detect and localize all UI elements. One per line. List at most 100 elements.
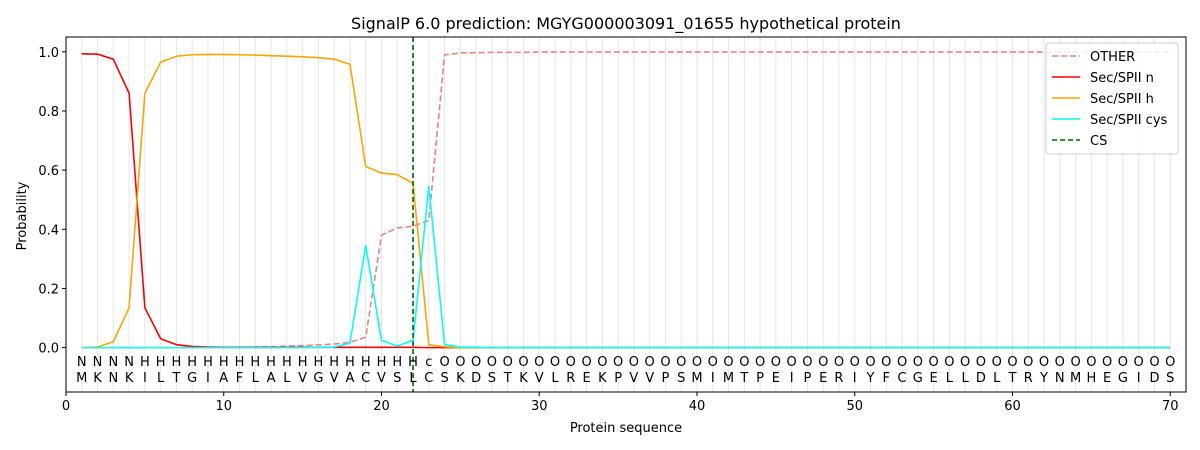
region-label: O (455, 355, 465, 370)
residue-label: K (456, 371, 465, 386)
region-label: H (172, 355, 182, 370)
region-label: O (976, 355, 986, 370)
region-label: H (235, 355, 245, 370)
residue-label: C (361, 371, 370, 386)
residue-label: L (157, 371, 165, 386)
residue-label: M (723, 371, 734, 386)
region-label: N (93, 355, 103, 370)
chart-title: SignalP 6.0 prediction: MGYG000003091_01… (351, 14, 901, 34)
residue-label: S (440, 371, 448, 386)
residue-label: I (790, 371, 794, 386)
region-label: H (298, 355, 308, 370)
region-label: O (1055, 355, 1065, 370)
residue-label: D (1149, 371, 1159, 386)
region-label: H (250, 355, 260, 370)
region-label: O (1070, 355, 1080, 370)
region-label: O (1039, 355, 1049, 370)
residue-label: P (614, 371, 622, 386)
region-label: O (1165, 355, 1175, 370)
x-tick-label: 40 (689, 399, 706, 414)
legend-box (1045, 42, 1179, 155)
residue-label: V (535, 371, 544, 386)
residue-label: I (711, 371, 715, 386)
series-lines (81, 37, 1171, 392)
residue-label: G (187, 371, 197, 386)
legend-label: CS (1090, 134, 1107, 149)
residue-label: E (819, 371, 827, 386)
legend-label: Sec/SPII h (1090, 92, 1154, 107)
residue-label: I (853, 371, 857, 386)
x-axis-label: Protein sequence (570, 421, 682, 436)
region-label: c (425, 355, 432, 370)
x-tick-label: 20 (373, 399, 390, 414)
x-tick-label: 60 (1004, 399, 1021, 414)
residue-label: S (1166, 371, 1174, 386)
residue-label: T (1008, 371, 1017, 386)
residue-label: K (598, 371, 607, 386)
region-label: O (723, 355, 733, 370)
region-label: O (1149, 355, 1159, 370)
region-label: O (881, 355, 891, 370)
residue-label: F (883, 371, 890, 386)
residue-label: Y (866, 371, 875, 386)
region-label: O (755, 355, 765, 370)
region-label: O (787, 355, 797, 370)
residue-label: N (108, 371, 118, 386)
region-label: O (802, 355, 812, 370)
residue-label: C (898, 371, 907, 386)
residue-label: S (393, 371, 401, 386)
y-tick-label: 1.0 (38, 46, 59, 61)
region-label: O (944, 355, 954, 370)
residue-label: L (551, 371, 559, 386)
region-label: O (708, 355, 718, 370)
region-label: O (581, 355, 591, 370)
legend-label: Sec/SPII n (1090, 71, 1154, 86)
region-label: H (377, 355, 387, 370)
x-tick-label: 10 (215, 399, 232, 414)
region-label: O (928, 355, 938, 370)
residue-label: L (962, 371, 970, 386)
region-label: O (645, 355, 655, 370)
residue-label: M (1070, 371, 1081, 386)
legend: OTHER Sec/SPII n Sec/SPII h Sec/SPII cys CS (1045, 42, 1179, 155)
residue-label: G (313, 371, 323, 386)
region-label: O (1086, 355, 1096, 370)
residue-label: L (409, 371, 417, 386)
residue-label: V (377, 371, 386, 386)
y-axis-label: Probability (15, 181, 30, 250)
region-label: H (329, 355, 339, 370)
region-label: O (1007, 355, 1017, 370)
residue-label: H (1086, 371, 1096, 386)
gridlines (81, 37, 1171, 392)
region-label: O (439, 355, 449, 370)
region-label: H (314, 355, 324, 370)
region-label: O (676, 355, 686, 370)
residue-label: E (1103, 371, 1111, 386)
region-label: O (897, 355, 907, 370)
residue-label: V (645, 371, 654, 386)
region-label: O (1118, 355, 1128, 370)
y-tick-label: 0.2 (38, 282, 59, 297)
region-label: O (865, 355, 875, 370)
residue-label: G (913, 371, 923, 386)
residue-label: I (206, 371, 210, 386)
sequence-labels: NMNKNNNKHIHLHTHGHIHAHFHLHAHLHVHGHVHAHCHV… (76, 355, 1175, 386)
region-label: H (345, 355, 355, 370)
region-label: O (960, 355, 970, 370)
residue-label: A (267, 371, 276, 386)
region-label: O (597, 355, 607, 370)
residue-label: N (1055, 371, 1065, 386)
region-label: O (534, 355, 544, 370)
region-label: O (913, 355, 923, 370)
residue-label: V (330, 371, 339, 386)
region-label: O (503, 355, 513, 370)
residue-label: M (691, 371, 702, 386)
region-label: O (613, 355, 623, 370)
residue-label: K (125, 371, 134, 386)
region-label: H (392, 355, 402, 370)
axis-ticks: 0 10 20 30 40 50 60 70 0.0 0.2 0.4 0.6 0.8 1.0 (38, 46, 1178, 414)
residue-label: M (76, 371, 87, 386)
residue-label: Y (1039, 371, 1048, 386)
